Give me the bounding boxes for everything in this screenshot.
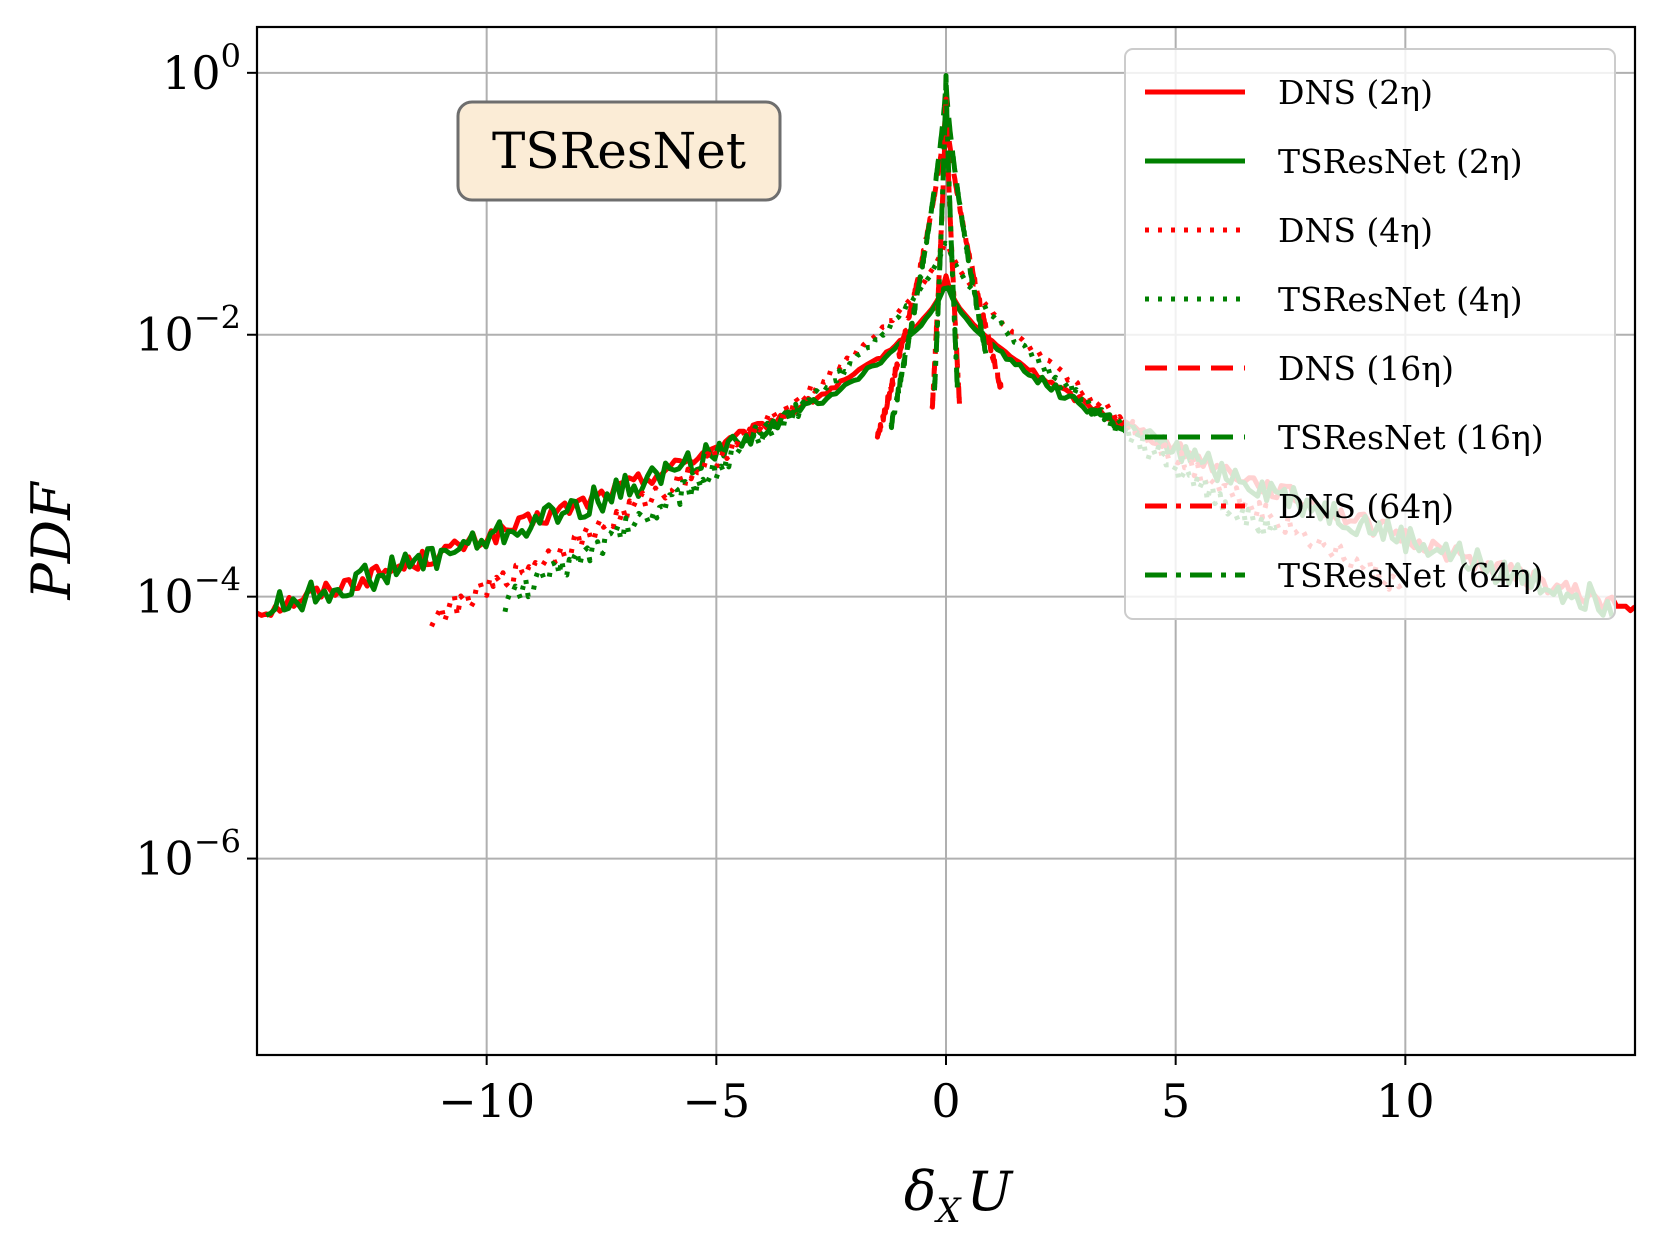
y-tick-base: 10: [135, 832, 194, 886]
series-line: [502, 240, 1278, 613]
y-tick-label: 10−6: [135, 823, 241, 886]
y-tick-label: 10−2: [135, 299, 241, 362]
legend-frame: [1124, 48, 1616, 620]
x-tick-label: 0: [931, 1074, 960, 1128]
y-tick-exponent: −2: [194, 299, 241, 337]
legend-entry: TSResNet (4η): [1278, 280, 1523, 319]
y-tick-label: 100: [162, 37, 241, 100]
y-tick-base: 10: [162, 46, 221, 100]
annotation-background: [456, 100, 782, 202]
legend-entry: DNS (4η): [1278, 211, 1433, 250]
legend-entry: TSResNet (64η): [1278, 556, 1544, 595]
annotation-box: TSResNet: [456, 100, 782, 202]
legend-entry: DNS (2η): [1278, 73, 1433, 112]
x-tick-label: 5: [1161, 1074, 1190, 1128]
legend: DNS (2η) TSResNet (2η) DNS (4η) TSResNet (4…: [1124, 48, 1616, 620]
y-axis-label: PDF: [20, 480, 83, 601]
y-tick-exponent: 0: [221, 37, 241, 75]
legend-entry: TSResNet (16η): [1278, 418, 1544, 457]
x-tick-label: 10: [1376, 1074, 1435, 1128]
series-line: [888, 81, 990, 431]
y-tick-exponent: −4: [194, 561, 241, 599]
y-tick-exponent: −6: [194, 823, 241, 861]
x-tick-label: −5: [682, 1074, 750, 1128]
x-tick-label: −10: [438, 1074, 535, 1128]
legend-entry: TSResNet (2η): [1278, 142, 1523, 181]
x-axis-label-subscript: X: [933, 1191, 962, 1231]
legend-entry: DNS (64η): [1278, 487, 1454, 526]
y-tick-label: 10−4: [135, 561, 241, 624]
annotation-label: TSResNet: [492, 122, 746, 180]
y-tick-base: 10: [135, 570, 194, 624]
series-line: [932, 73, 960, 393]
y-tick-base: 10: [135, 308, 194, 362]
x-axis-label-variable: U: [967, 1160, 1014, 1223]
legend-entry: DNS (16η): [1278, 349, 1454, 388]
